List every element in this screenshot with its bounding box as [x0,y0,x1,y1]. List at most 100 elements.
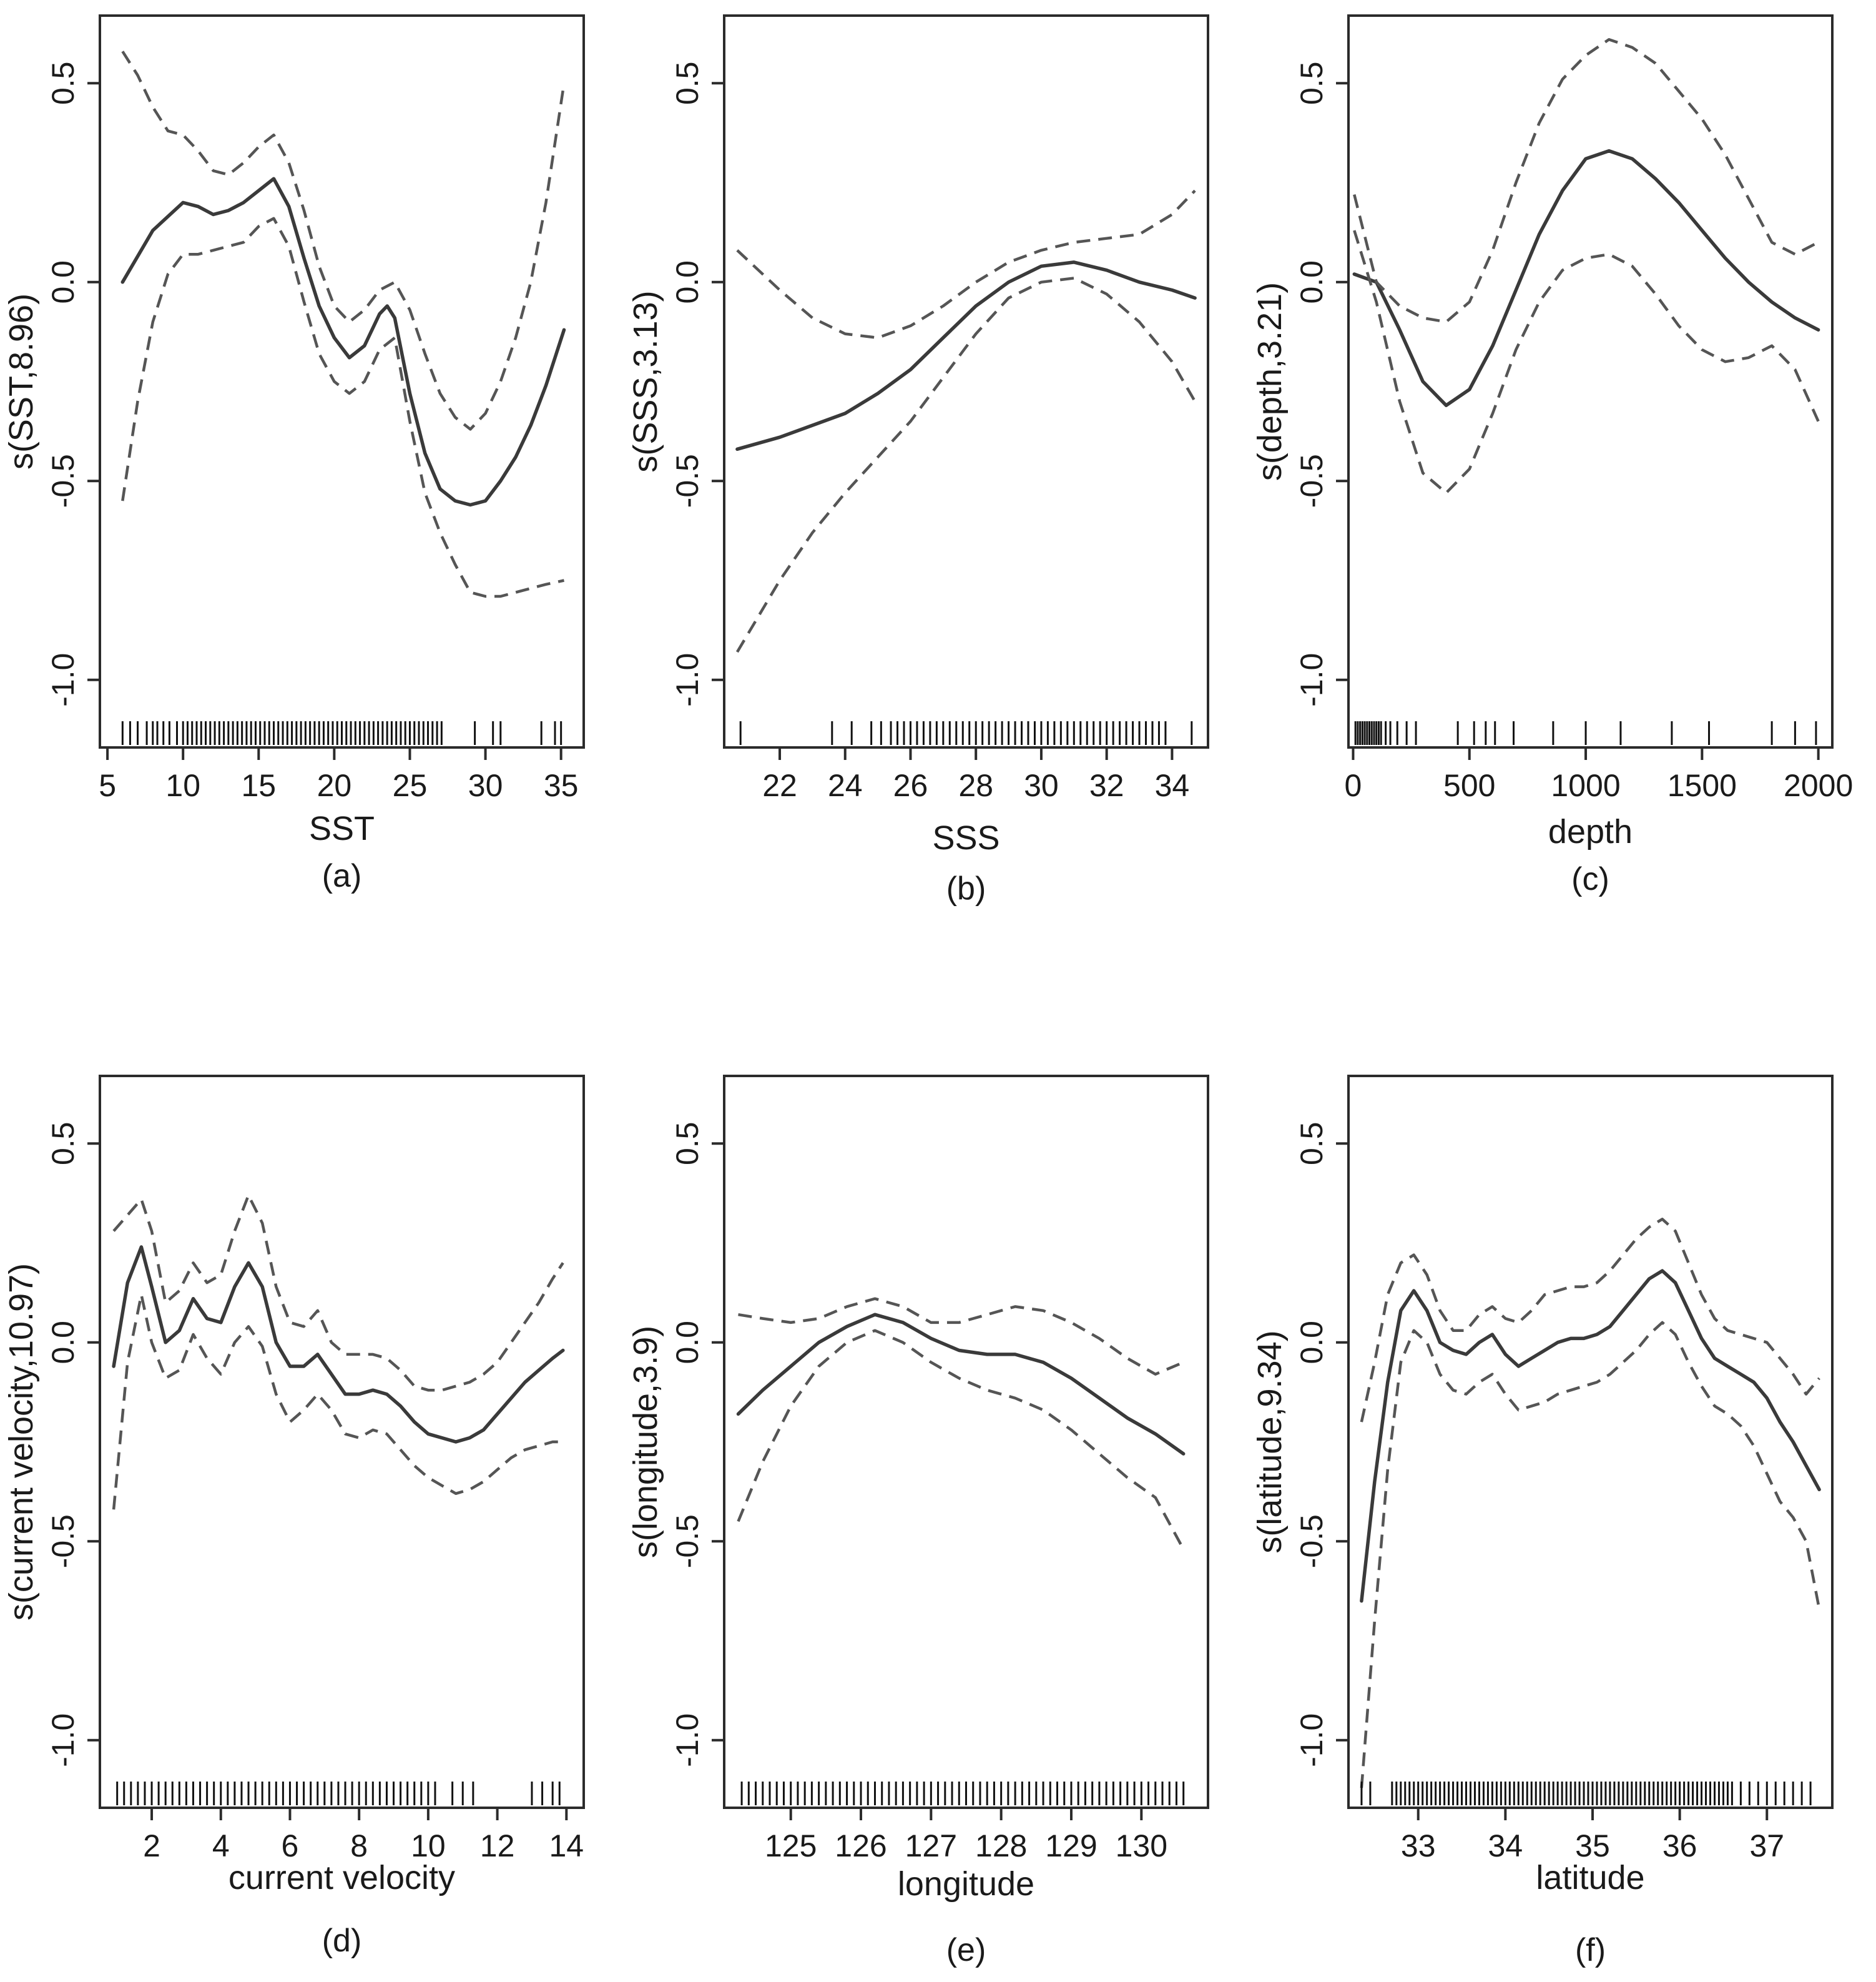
y-tick-label: 0.5 [670,62,705,106]
y-tick-label: -1.0 [670,653,705,707]
x-tick-label: 12 [480,1828,515,1863]
x-tick-label: 35 [544,768,579,803]
smooth-fit-line [112,1245,565,1444]
x-tick-label: 1000 [1551,768,1620,803]
smooth-fit-line [1352,149,1820,407]
y-tick-label: 0.0 [670,1321,705,1364]
y-tick-label: 0.5 [1294,62,1329,106]
y-tick-label: 0.5 [1294,1122,1329,1166]
y-tick-label: -0.5 [46,454,81,508]
x-tick-label: 1500 [1667,768,1737,803]
y-tick-label: 0.0 [1294,260,1329,304]
confidence-band-upper [1353,37,1819,323]
panel-d: 2 4 6 8 10 12 14 0.5 0.0 -0.5 -1.0 current velocity… [2,1075,585,1959]
y-tick-label: -1.0 [1294,1713,1329,1767]
x-tick-label: 24 [828,768,863,803]
plot-frame [99,1075,585,1809]
y-tick-label: -1.0 [46,653,81,707]
confidence-band-lower [735,277,1197,653]
x-tick-label: 2000 [1784,768,1853,803]
x-axis-title: longitude [898,1865,1034,1903]
confidence-band-lower [112,1293,563,1510]
x-tick-label: 26 [893,768,928,803]
x-tick-label: 129 [1045,1828,1097,1863]
x-tick-label: 2 [143,1828,160,1863]
y-tick-label: 0.5 [670,1122,705,1166]
y-tick-label: -1.0 [1294,653,1329,707]
x-tick-label: 10 [165,768,200,803]
panel-a: 5 10 15 20 25 30 35 0.5 0.0 -0.5 -1.0 SST s(SST,8.96… [2,14,585,894]
smooth-fit-line [120,177,566,507]
smooth-fit-line [735,260,1197,451]
x-tick-label: 32 [1089,768,1124,803]
rug-plot [739,721,1193,745]
y-tick-label: 0.0 [1294,1321,1329,1364]
x-tick-label: 126 [835,1828,886,1863]
confidence-band-lower [121,217,564,598]
panel-label: (a) [322,858,362,894]
confidence-band-upper [112,1193,564,1392]
plot-frame [723,1075,1209,1809]
confidence-band-upper [736,189,1196,340]
x-tick-label: 6 [282,1828,299,1863]
rug-plot [1354,721,1817,745]
confidence-band-upper [738,1297,1184,1376]
y-tick-label: -0.5 [670,1514,705,1568]
x-axis-title: current velocity [228,1859,455,1896]
confidence-band-lower [1353,230,1820,495]
x-tick-label: 0 [1345,768,1362,803]
confidence-band-lower [737,1329,1185,1551]
y-tick-label: -0.5 [1294,1514,1329,1568]
x-tick-label: 128 [975,1828,1027,1863]
y-tick-label: 0.5 [46,62,81,106]
x-tick-label: 10 [411,1828,446,1863]
y-tick-label: -0.5 [46,1514,81,1568]
y-axis-title: s(SST,8.96) [2,293,40,470]
x-tick-label: 127 [905,1828,957,1863]
x-tick-label: 36 [1662,1828,1697,1863]
panel-c: 0 500 1000 1500 2000 0.5 0.0 -0.5 -1.0 depth s(dep… [1251,14,1853,897]
y-tick-label: -0.5 [1294,454,1329,508]
x-axis-title: SSS [932,819,999,857]
x-tick-label: 22 [762,768,797,803]
x-axis-title: latitude [1536,1859,1644,1896]
y-tick-label: 0.0 [670,260,705,304]
confidence-band-lower [1360,1321,1821,1788]
plot-frame [99,14,585,749]
x-tick-label: 34 [1488,1828,1523,1863]
x-axis-title: SST [309,810,375,847]
plot-frame [1347,14,1834,749]
x-axis-title: depth [1548,813,1633,850]
rug-plot [1360,1782,1812,1805]
y-tick-label: -1.0 [670,1713,705,1767]
x-tick-label: 33 [1401,1828,1436,1863]
y-tick-label: 0.0 [46,260,81,304]
rug-plot [740,1782,1185,1805]
y-axis-title: s(SSS,3.13) [627,290,664,472]
y-axis-title: s(depth,3.21) [1251,282,1289,481]
x-tick-label: 20 [317,768,352,803]
panel-label: (e) [946,1932,986,1968]
x-tick-label: 130 [1116,1828,1167,1863]
plot-frame [1347,1075,1834,1809]
x-tick-label: 34 [1155,768,1190,803]
panel-label: (d) [322,1923,362,1959]
x-tick-label: 8 [350,1828,368,1863]
y-tick-label: -1.0 [46,1713,81,1767]
confidence-band-upper [121,51,566,431]
panel-f: 33 34 35 36 37 0.5 0.0 -0.5 -1.0 latitude s(latitu… [1251,1075,1834,1968]
x-tick-label: 5 [99,768,116,803]
y-tick-label: -0.5 [670,454,705,508]
rug-plot [116,1782,561,1805]
x-tick-label: 125 [765,1828,817,1863]
y-tick-label: 0.5 [46,1122,81,1166]
panel-label: (f) [1575,1932,1606,1968]
rug-plot [121,721,562,745]
x-tick-label: 30 [1024,768,1059,803]
panel-e: 125 126 127 128 129 130 0.5 0.0 -0.5 -1.0 longitud… [627,1075,1209,1968]
y-tick-label: 0.0 [46,1321,81,1364]
y-axis-title: s(current velocity,10.97) [2,1263,40,1620]
smooth-fit-line [1360,1269,1821,1603]
x-tick-label: 25 [393,768,428,803]
